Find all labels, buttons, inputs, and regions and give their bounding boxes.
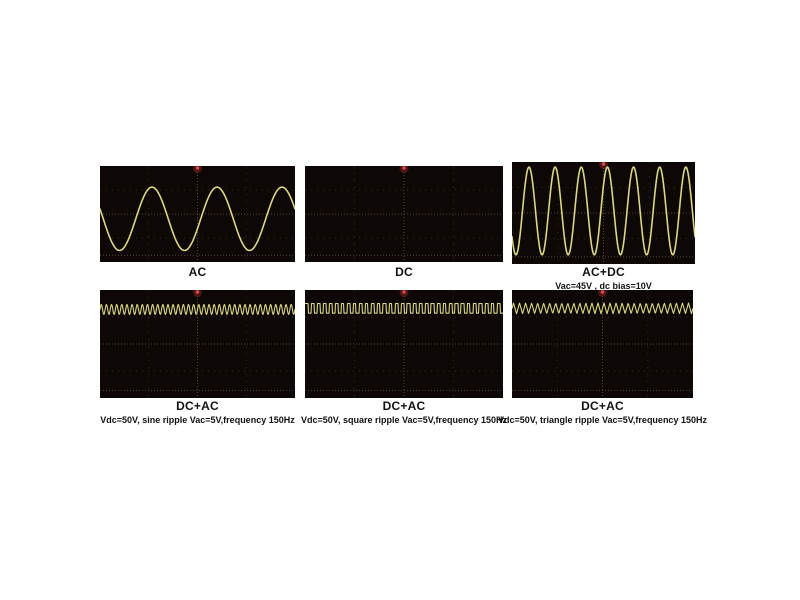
scope-panel-ac: AC [100, 166, 295, 279]
waveform-svg [305, 290, 503, 398]
scope-panel-dc: DC [305, 166, 503, 279]
waveform-svg [100, 166, 295, 262]
scope-panel-dc-ac-sine: DC+AC Vdc=50V, sine ripple Vac=5V,freque… [100, 290, 295, 425]
scope-panel-ac-dc: AC+DC Vac=45V , dc bias=10V [512, 162, 695, 291]
panel-title: AC+DC [582, 265, 625, 279]
panel-subtitle: Vdc=50V, square ripple Vac=5V,frequency … [301, 415, 507, 425]
panel-title: DC [395, 265, 413, 279]
panel-caption-block: DC [264, 266, 544, 281]
panel-subtitle: Vdc=50V, triangle ripple Vac=5V,frequenc… [498, 415, 707, 425]
panel-title: DC+AC [581, 399, 624, 413]
panel-subtitle: Vdc=50V, sine ripple Vac=5V,frequency 15… [100, 415, 295, 425]
panel-caption-block: AC+DC Vac=45V , dc bias=10V [464, 266, 744, 292]
panel-title: DC+AC [382, 399, 426, 413]
waveform-svg [305, 166, 503, 262]
scope-panel-dc-ac-triangle: DC+AC Vdc=50V, triangle ripple Vac=5V,fr… [498, 290, 707, 425]
scope-panel-dc-ac-square: DC+AC Vdc=50V, square ripple Vac=5V,freq… [301, 290, 507, 425]
scope-screen [100, 290, 295, 398]
scope-screen [512, 162, 695, 264]
waveform-svg [512, 290, 693, 398]
scope-screen [305, 290, 503, 398]
waveform-svg [100, 290, 295, 398]
scope-screen [100, 166, 295, 262]
panel-title: AC [188, 265, 207, 279]
panel-caption-block: DC+AC Vdc=50V, square ripple Vac=5V,freq… [264, 400, 544, 426]
panel-title: DC+AC [176, 399, 219, 413]
waveform-svg [512, 162, 695, 264]
scope-screen [305, 166, 503, 262]
panel-caption-block: DC+AC Vdc=50V, triangle ripple Vac=5V,fr… [488, 400, 718, 426]
panel-caption-block: AC [58, 266, 338, 281]
scope-screen [512, 290, 693, 398]
panel-subtitle: Vac=45V , dc bias=10V [555, 281, 652, 291]
panel-caption-block: DC+AC Vdc=50V, sine ripple Vac=5V,freque… [58, 400, 338, 426]
